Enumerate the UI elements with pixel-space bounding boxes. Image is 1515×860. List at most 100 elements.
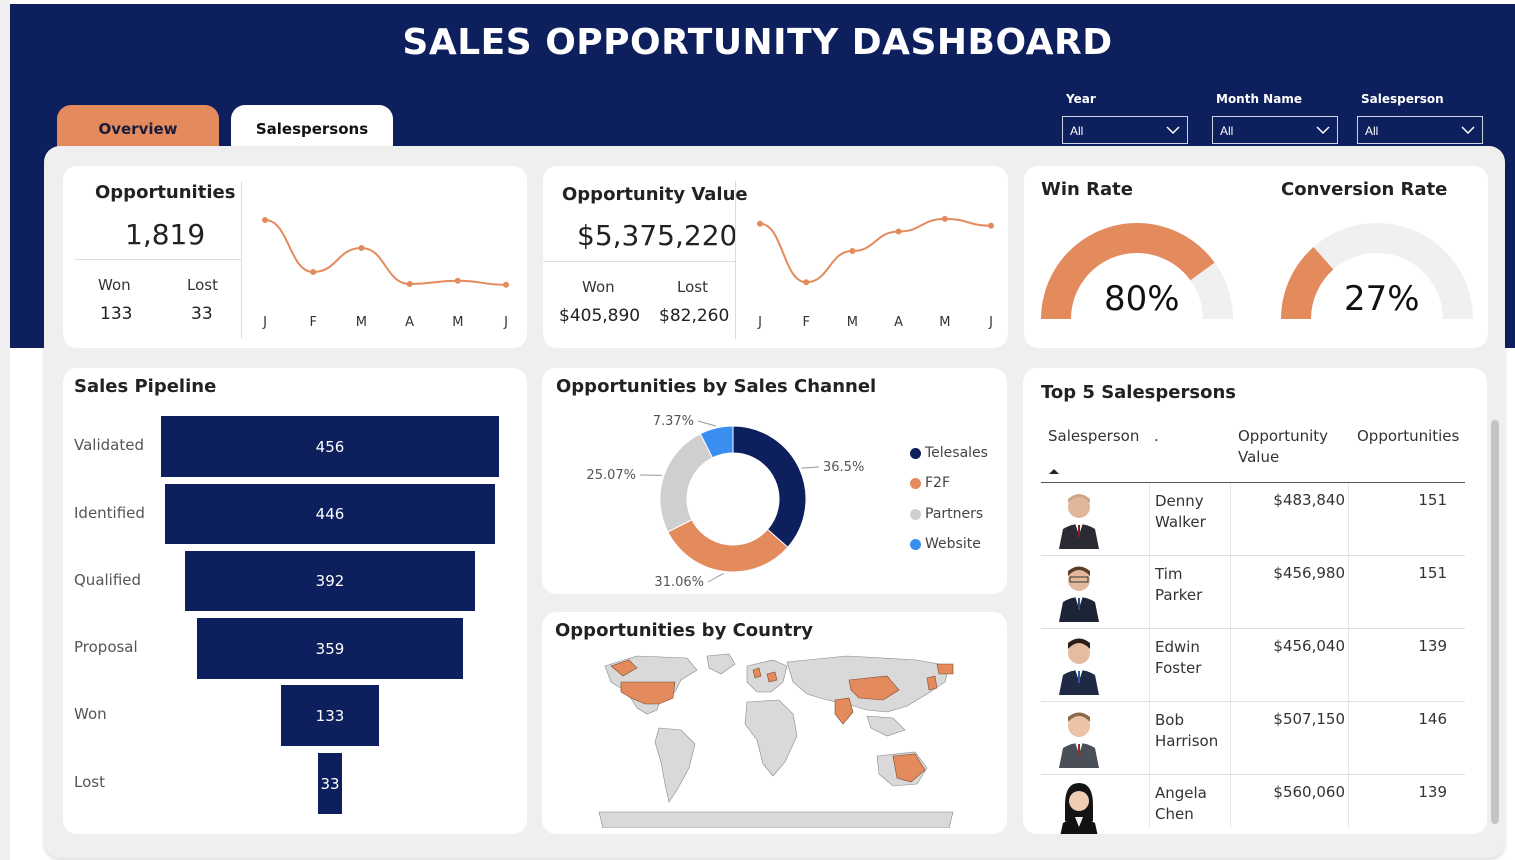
opportunity-value-total: $5,375,220 — [577, 219, 738, 252]
trend-point — [849, 248, 856, 255]
trend-point — [262, 217, 268, 223]
legend-item-telesales[interactable]: Telesales — [910, 445, 988, 461]
pipeline-label-lost: Lost — [74, 773, 105, 791]
salesperson-opportunities: 146 — [1418, 710, 1447, 728]
month-filter-value: All — [1220, 124, 1234, 138]
salesperson-filter-value: All — [1365, 124, 1379, 138]
chevron-down-icon — [1461, 126, 1475, 135]
legend-dot — [910, 508, 921, 520]
table-row[interactable]: Angela Chen $560,060 139 — [1041, 775, 1465, 834]
pipeline-bar[interactable]: 392 — [184, 551, 476, 611]
column-divider — [1230, 483, 1231, 828]
top5-title: Top 5 Salespersons — [1041, 382, 1236, 403]
pipeline-bar[interactable]: 359 — [196, 618, 464, 679]
trend-point — [941, 215, 948, 222]
scrollbar[interactable] — [1491, 420, 1499, 824]
kpi-divider — [241, 181, 242, 339]
pipeline-bar[interactable]: 456 — [161, 416, 499, 477]
salesperson-filter-dropdown[interactable]: All — [1357, 116, 1483, 144]
trend-point — [358, 245, 365, 251]
sales-pipeline-card: Sales Pipeline Validated Identified Qual… — [63, 368, 527, 834]
table-row[interactable]: Edwin Foster $456,040 139 — [1041, 629, 1465, 702]
salesperson-filter-label: Salesperson — [1361, 92, 1444, 106]
x-tick-label: A — [894, 315, 903, 330]
trend-point — [757, 220, 763, 227]
legend-item-f2f[interactable]: F2F — [910, 475, 950, 491]
win-rate-gauge — [1041, 223, 1233, 319]
map-germany — [766, 671, 778, 683]
donut-data-label: 36.5% — [823, 460, 864, 475]
salesperson-opportunity-value: $456,040 — [1273, 637, 1345, 655]
column-divider — [1149, 483, 1150, 828]
pipeline-bar[interactable]: 446 — [164, 484, 496, 544]
col-header-opportunities[interactable]: Opportunities — [1357, 427, 1460, 445]
opportunities-value: 1,819 — [125, 218, 206, 251]
opportunity-value-lost-value: $82,260 — [659, 306, 730, 326]
opportunity-value-won-value: $405,890 — [559, 306, 641, 326]
trend-point — [503, 281, 509, 288]
x-tick-label: J — [262, 315, 267, 330]
year-filter-dropdown[interactable]: All — [1062, 116, 1188, 144]
conversion-rate-title: Conversion Rate — [1281, 179, 1448, 200]
sales-channel-title: Opportunities by Sales Channel — [556, 376, 877, 397]
legend-dot — [910, 538, 921, 550]
x-tick-label: J — [503, 315, 508, 330]
col-header-dot[interactable]: . — [1154, 427, 1159, 445]
tab-overview[interactable]: Overview — [57, 105, 219, 149]
month-filter-label: Month Name — [1216, 92, 1302, 106]
pipeline-label-qualified: Qualified — [74, 571, 142, 589]
pipeline-bar[interactable]: 33 — [317, 753, 343, 814]
sort-ascending-icon[interactable] — [1048, 466, 1060, 476]
salesperson-opportunities: 151 — [1418, 564, 1447, 582]
col-header-opportunity-value[interactable]: Opportunity Value — [1238, 426, 1328, 468]
map-greenland — [706, 653, 736, 675]
donut-slice — [659, 433, 714, 533]
table-row[interactable]: Bob Harrison $507,150 146 — [1041, 702, 1465, 775]
avatar — [1060, 783, 1098, 834]
trend-line — [759, 217, 992, 284]
map-india — [834, 697, 854, 725]
label-leader-line — [801, 466, 820, 469]
map-africa — [744, 699, 798, 777]
map-antarctica — [598, 811, 954, 828]
opportunities-won-label: Won — [98, 276, 131, 294]
donut-slice — [732, 425, 807, 548]
map-southeast-asia — [866, 715, 906, 737]
opportunities-lost-label: Lost — [187, 276, 218, 294]
chevron-down-icon — [1166, 126, 1180, 135]
legend-label: Website — [925, 536, 981, 552]
x-tick-label: M — [356, 315, 367, 330]
pipeline-label-identified: Identified — [74, 504, 145, 522]
x-tick-label: J — [988, 315, 993, 330]
legend-item-website[interactable]: Website — [910, 536, 981, 552]
world-map[interactable] — [597, 652, 955, 828]
col-header-salesperson[interactable]: Salesperson — [1048, 427, 1140, 445]
map-south-america — [654, 727, 696, 803]
conversion-rate-value: 27% — [1344, 279, 1420, 319]
month-filter-dropdown[interactable]: All — [1212, 116, 1338, 144]
avatar — [1059, 566, 1099, 622]
trend-point — [454, 277, 461, 284]
salesperson-name: Bob Harrison — [1155, 711, 1219, 750]
year-filter-value: All — [1070, 124, 1084, 138]
donut-slice — [699, 425, 734, 459]
conversion-rate-gauge — [1281, 223, 1473, 319]
map-japan — [926, 675, 938, 691]
pipeline-bar[interactable]: 133 — [280, 685, 380, 746]
table-row[interactable]: Tim Parker $456,980 151 — [1041, 556, 1465, 629]
map-russia-east — [936, 663, 954, 675]
table-row[interactable]: Denny Walker $483,840 151 — [1041, 483, 1465, 556]
tab-salespersons[interactable]: Salespersons — [231, 105, 393, 149]
opportunity-value-card: Opportunity Value $5,375,220 Won Lost $4… — [543, 166, 1008, 348]
legend-dot — [910, 447, 921, 459]
legend-item-partners[interactable]: Partners — [910, 506, 983, 522]
sales-channel-donut-chart: 36.5% 31.06% 25.07% 7.37% — [586, 414, 864, 590]
trend-point — [803, 279, 810, 286]
sales-pipeline-title: Sales Pipeline — [74, 376, 217, 397]
salesperson-opportunities: 139 — [1418, 637, 1447, 655]
header-underline — [1041, 482, 1465, 483]
x-tick-label: M — [452, 315, 463, 330]
win-rate-value: 80% — [1104, 279, 1180, 319]
map-australia-highlight — [892, 753, 926, 783]
